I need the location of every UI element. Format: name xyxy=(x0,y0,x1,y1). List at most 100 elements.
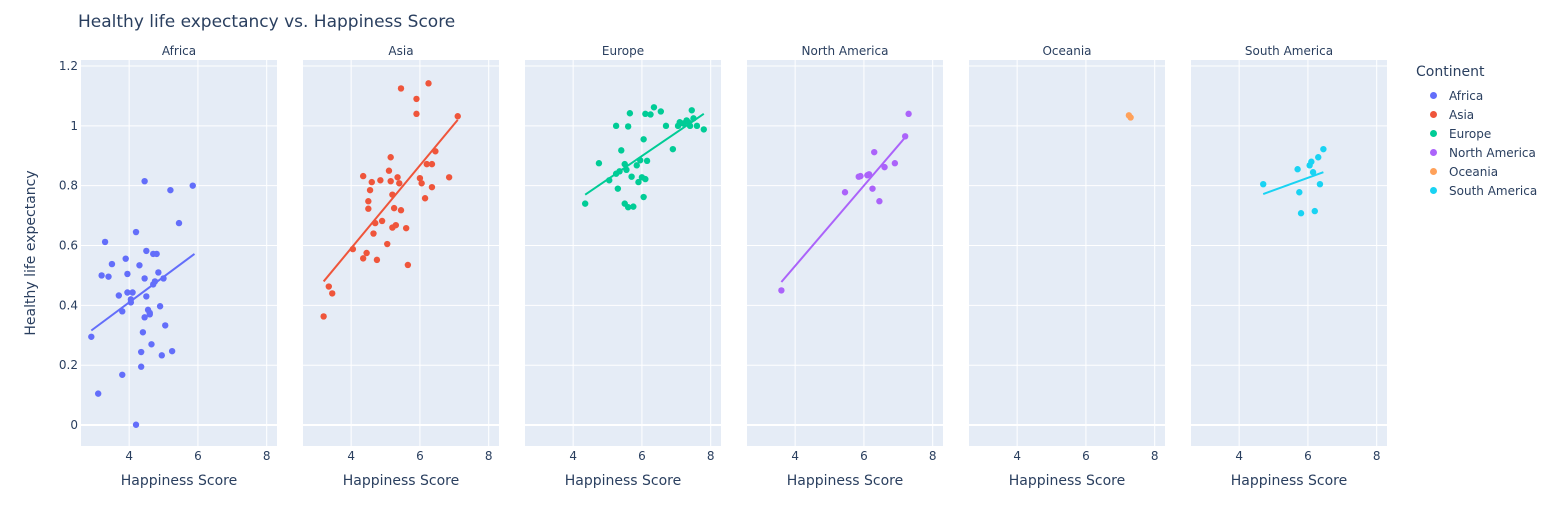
data-point[interactable] xyxy=(349,245,357,253)
data-point[interactable] xyxy=(1296,189,1303,196)
data-point[interactable] xyxy=(640,136,647,143)
data-point[interactable] xyxy=(105,273,112,280)
data-point[interactable] xyxy=(614,185,622,192)
data-point[interactable] xyxy=(778,287,785,294)
data-point[interactable] xyxy=(119,371,126,378)
data-point[interactable] xyxy=(377,177,384,184)
data-point[interactable] xyxy=(423,160,430,168)
data-point[interactable] xyxy=(869,185,876,192)
data-point[interactable] xyxy=(363,249,370,257)
data-point[interactable] xyxy=(595,160,603,167)
data-point[interactable] xyxy=(1311,207,1318,215)
data-point[interactable] xyxy=(119,308,126,315)
data-point[interactable] xyxy=(141,275,148,282)
data-point[interactable] xyxy=(387,154,394,161)
data-point[interactable] xyxy=(630,203,637,210)
data-point[interactable] xyxy=(139,329,147,336)
data-point[interactable] xyxy=(416,174,424,182)
data-point[interactable] xyxy=(189,182,196,189)
data-point[interactable] xyxy=(366,186,374,194)
legend-item[interactable]: South America xyxy=(1430,181,1537,200)
data-point[interactable] xyxy=(841,189,849,196)
data-point[interactable] xyxy=(390,204,398,212)
legend-item[interactable]: North America xyxy=(1430,143,1537,162)
data-point[interactable] xyxy=(359,255,367,262)
data-point[interactable] xyxy=(148,341,155,348)
data-point[interactable] xyxy=(373,256,381,264)
data-point[interactable] xyxy=(693,122,701,130)
data-point[interactable] xyxy=(162,322,169,329)
data-point[interactable] xyxy=(905,110,912,118)
data-point[interactable] xyxy=(397,207,405,214)
data-point[interactable] xyxy=(581,200,589,207)
data-point[interactable] xyxy=(365,205,372,212)
data-point[interactable] xyxy=(857,172,864,180)
data-point[interactable] xyxy=(370,230,377,237)
data-point[interactable] xyxy=(428,183,436,191)
data-point[interactable] xyxy=(413,95,420,103)
data-point[interactable] xyxy=(359,172,367,180)
data-point[interactable] xyxy=(647,111,654,118)
data-point[interactable] xyxy=(143,293,150,300)
data-point[interactable] xyxy=(662,122,670,130)
data-point[interactable] xyxy=(156,303,164,310)
data-point[interactable] xyxy=(132,228,140,236)
data-point[interactable] xyxy=(612,122,620,130)
data-point[interactable] xyxy=(616,168,623,175)
data-point[interactable] xyxy=(891,160,899,167)
data-point[interactable] xyxy=(88,333,95,340)
data-point[interactable] xyxy=(865,171,873,178)
legend-item[interactable]: Europe xyxy=(1430,124,1537,143)
data-point[interactable] xyxy=(1127,114,1134,121)
data-point[interactable] xyxy=(378,217,386,225)
data-point[interactable] xyxy=(372,219,379,227)
data-point[interactable] xyxy=(650,104,658,111)
data-point[interactable] xyxy=(141,177,148,185)
data-point[interactable] xyxy=(394,174,401,181)
data-point[interactable] xyxy=(626,110,634,117)
data-point[interactable] xyxy=(418,180,425,187)
data-point[interactable] xyxy=(636,157,644,164)
data-point[interactable] xyxy=(413,110,420,118)
data-point[interactable] xyxy=(606,177,613,184)
data-point[interactable] xyxy=(329,290,336,297)
data-point[interactable] xyxy=(688,107,695,114)
data-point[interactable] xyxy=(690,115,697,122)
data-point[interactable] xyxy=(623,166,630,174)
data-point[interactable] xyxy=(158,352,166,359)
data-point[interactable] xyxy=(132,421,140,428)
data-point[interactable] xyxy=(160,275,167,282)
data-point[interactable] xyxy=(621,160,628,168)
data-point[interactable] xyxy=(385,167,393,174)
data-point[interactable] xyxy=(396,180,403,187)
data-point[interactable] xyxy=(108,260,116,268)
data-point[interactable] xyxy=(124,289,131,296)
data-point[interactable] xyxy=(1297,210,1305,217)
data-point[interactable] xyxy=(642,175,649,183)
data-point[interactable] xyxy=(454,113,461,120)
data-point[interactable] xyxy=(628,173,635,180)
data-point[interactable] xyxy=(635,178,642,186)
data-point[interactable] xyxy=(146,309,153,317)
data-point[interactable] xyxy=(392,221,400,229)
data-point[interactable] xyxy=(168,347,176,355)
data-point[interactable] xyxy=(1294,166,1301,173)
data-point[interactable] xyxy=(633,162,640,169)
data-point[interactable] xyxy=(115,292,123,299)
data-point[interactable] xyxy=(876,198,883,205)
data-point[interactable] xyxy=(320,313,327,320)
data-point[interactable] xyxy=(618,147,625,154)
data-point[interactable] xyxy=(122,255,129,262)
data-point[interactable] xyxy=(167,186,174,194)
data-point[interactable] xyxy=(141,314,148,321)
data-point[interactable] xyxy=(428,160,436,168)
data-point[interactable] xyxy=(175,219,183,227)
data-point[interactable] xyxy=(669,145,677,153)
data-point[interactable] xyxy=(129,289,136,296)
data-point[interactable] xyxy=(136,262,143,269)
data-point[interactable] xyxy=(325,283,332,290)
data-point[interactable] xyxy=(1320,145,1327,153)
data-point[interactable] xyxy=(137,363,145,370)
data-point[interactable] xyxy=(1309,169,1317,176)
data-point[interactable] xyxy=(642,110,649,118)
